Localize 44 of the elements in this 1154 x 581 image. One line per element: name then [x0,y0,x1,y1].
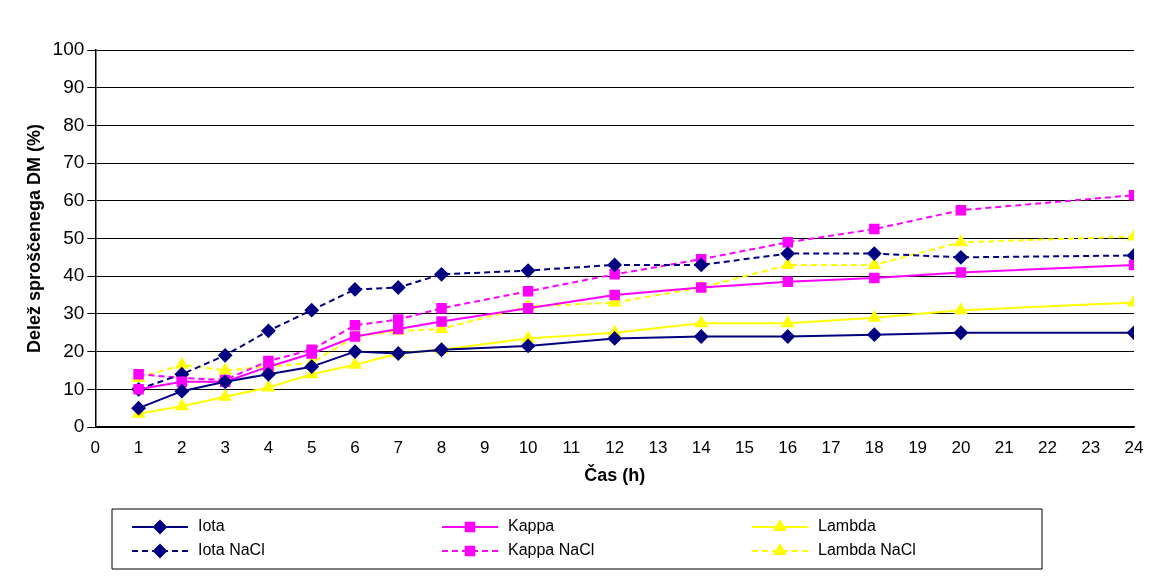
x-tick-label: 24 [1124,437,1144,457]
x-tick-label: 22 [1037,437,1057,457]
y-tick-label: 60 [63,189,85,211]
x-tick-label: 17 [821,437,841,457]
x-tick-label: 18 [864,437,884,457]
x-tick-label: 4 [263,437,274,457]
y-axis-title: Delež sproščenega DM (%) [23,123,44,354]
legend-label: Lambda [818,517,876,535]
x-tick-label: 23 [1081,437,1101,457]
legend-label: Iota NaCl [198,541,265,559]
y-tick-label: 100 [52,38,85,60]
x-tick-label: 21 [994,437,1014,457]
y-tick-label: 50 [63,226,85,248]
y-tick-label: 40 [63,264,85,286]
x-tick-label: 12 [605,437,625,457]
y-tick-label: 20 [63,339,85,361]
y-tick-label: 0 [73,415,85,437]
y-tick-label: 70 [63,151,85,173]
y-tick-label: 10 [63,377,85,399]
x-tick-label: 1 [133,437,144,457]
x-tick-label: 3 [220,437,230,457]
x-tick-label: 10 [518,437,538,457]
legend-label: Iota [198,517,225,535]
x-tick-label: 19 [908,437,928,457]
x-tick-label: 8 [436,437,447,457]
x-tick-label: 9 [480,437,490,457]
legend-label: Kappa NaCl [508,541,595,559]
x-tick-label: 5 [306,437,317,457]
x-tick-label: 15 [735,437,754,457]
y-tick-label: 90 [63,75,85,97]
x-tick-label: 7 [393,437,403,457]
x-tick-label: 2 [177,437,187,457]
x-tick-label: 11 [562,437,581,457]
legend-label: Kappa [508,517,555,535]
y-tick-label: 80 [63,113,85,135]
x-tick-label: 20 [951,437,971,457]
x-axis-title: Čas (h) [584,464,646,486]
x-tick-label: 16 [778,437,798,457]
x-tick-label: 13 [648,437,668,457]
legend-label: Lambda NaCl [818,541,916,559]
y-tick-label: 30 [63,302,85,324]
x-tick-label: 0 [90,437,101,457]
x-tick-label: 14 [691,437,711,457]
x-tick-label: 6 [350,437,360,457]
